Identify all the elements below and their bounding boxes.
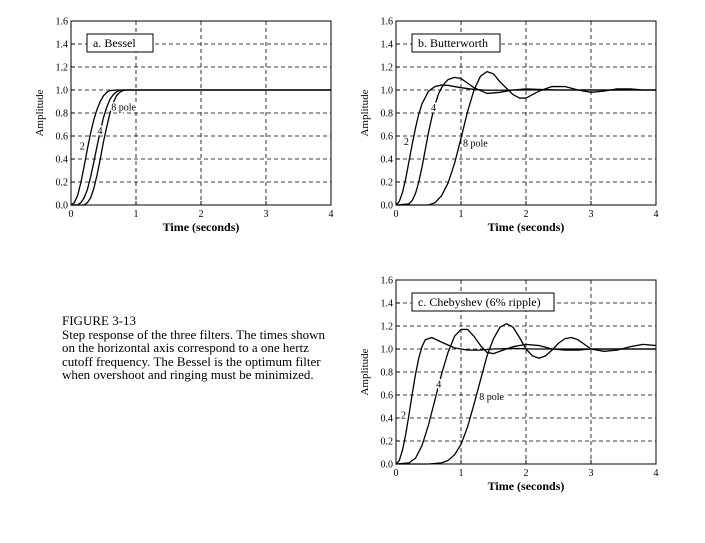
series-label: 4 (431, 103, 436, 114)
series-line-2 (70, 89, 331, 206)
y-tick-label: 1.0 (381, 86, 394, 97)
y-tick-label: 0.0 (381, 201, 394, 212)
x-tick-label: 3 (264, 209, 269, 220)
series-label: 4 (98, 126, 103, 137)
series-line-8-pole (396, 70, 656, 206)
y-axis-label: Amplitude (34, 89, 46, 136)
x-tick-label: 4 (654, 209, 659, 220)
series-label: 8 pole (463, 138, 488, 149)
x-tick-label: 0 (394, 468, 399, 479)
series-label: 2 (80, 142, 85, 153)
series-label: 8 pole (479, 392, 504, 403)
x-tick-label: 3 (589, 209, 594, 220)
chart-panel-1: 0.0 0.2 0.4 0.6 0.8 1.0 1.2 1.4 1.6 0 1 2 3 4 Time (se… (359, 17, 659, 235)
chart-title: c. Chebyshev (6% ripple) (418, 295, 541, 309)
y-tick-label: 1.0 (56, 86, 69, 97)
y-tick-label: 0.2 (56, 178, 69, 189)
series-line-4 (395, 76, 656, 206)
y-tick-label: 1.0 (381, 345, 394, 356)
chart-title: a. Bessel (93, 36, 136, 50)
x-tick-label: 1 (459, 209, 464, 220)
y-tick-label: 0.2 (381, 437, 394, 448)
x-tick-label: 4 (329, 209, 334, 220)
series-line-8-pole (71, 89, 331, 206)
chart-panel-2: 0.0 0.2 0.4 0.6 0.8 1.0 1.2 1.4 1.6 0 1 2 3 4 Time (se… (359, 276, 659, 494)
series-line-4 (395, 328, 656, 465)
series-line-8-pole (396, 323, 657, 465)
figure-caption: FIGURE 3-13 Step response of the three f… (62, 314, 334, 382)
chart-title-box (86, 33, 154, 53)
series-label: 2 (401, 411, 406, 422)
y-tick-label: 0.4 (381, 155, 394, 166)
y-tick-label: 0.6 (381, 132, 394, 143)
x-tick-label: 0 (394, 209, 399, 220)
x-tick-label: 4 (654, 468, 659, 479)
chart-title-box (411, 292, 555, 312)
x-tick-label: 3 (589, 468, 594, 479)
chart-title-box (411, 33, 501, 53)
y-tick-label: 1.6 (56, 17, 69, 28)
y-tick-label: 0.8 (56, 109, 69, 120)
y-tick-label: 0.4 (381, 414, 394, 425)
y-tick-label: 1.4 (56, 40, 69, 51)
y-tick-label: 1.2 (56, 63, 69, 74)
y-tick-label: 0.6 (56, 132, 69, 143)
x-tick-label: 0 (69, 209, 74, 220)
series-label: 2 (404, 137, 409, 148)
y-tick-label: 1.6 (381, 17, 394, 28)
y-axis-label: Amplitude (359, 89, 371, 136)
y-tick-label: 0.8 (381, 368, 394, 379)
x-tick-label: 1 (459, 468, 464, 479)
series-line-4 (71, 89, 331, 206)
y-tick-label: 1.2 (381, 63, 394, 74)
y-tick-label: 0.8 (381, 109, 394, 120)
x-axis-label: Time (seconds) (488, 220, 565, 234)
y-tick-label: 1.2 (381, 322, 394, 333)
x-axis-label: Time (seconds) (163, 220, 240, 234)
y-tick-label: 1.6 (381, 276, 394, 287)
x-axis-label: Time (seconds) (488, 479, 565, 493)
figure-number: FIGURE 3-13 (62, 313, 137, 328)
series-label: 4 (436, 379, 441, 390)
x-tick-label: 2 (524, 468, 529, 479)
chart-title: b. Butterworth (418, 36, 488, 50)
y-tick-label: 1.4 (381, 299, 394, 310)
y-tick-label: 0.0 (56, 201, 69, 212)
y-axis-label: Amplitude (359, 348, 371, 395)
series-label: 8 pole (111, 103, 136, 114)
y-tick-label: 0.0 (381, 460, 394, 471)
x-tick-label: 2 (524, 209, 529, 220)
y-tick-label: 1.4 (381, 40, 394, 51)
x-tick-label: 2 (199, 209, 204, 220)
figure-caption-text: Step response of the three filters. The … (62, 326, 325, 382)
y-tick-label: 0.4 (56, 155, 69, 166)
y-tick-label: 0.6 (381, 391, 394, 402)
series-line-2 (395, 84, 656, 206)
chart-panel-0: 0.0 0.2 0.4 0.6 0.8 1.0 1.2 1.4 1.6 0 1 2 3 4 Time (se… (34, 17, 334, 235)
y-tick-label: 0.2 (381, 178, 394, 189)
x-tick-label: 1 (134, 209, 139, 220)
